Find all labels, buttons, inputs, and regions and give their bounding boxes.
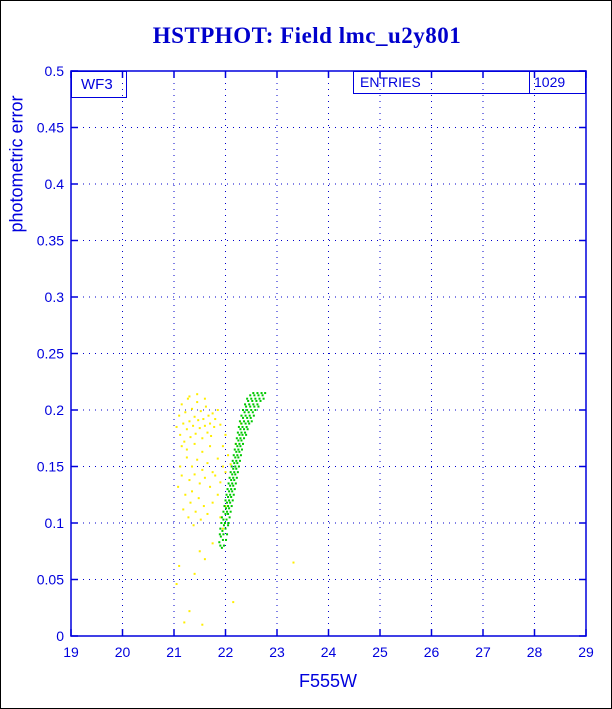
svg-text:0.25: 0.25 [37,346,64,362]
svg-text:27: 27 [475,644,491,660]
entries-label-box: ENTRIES [353,71,530,94]
svg-text:0.3: 0.3 [45,289,65,305]
chip-label-box: WF3 [71,71,127,98]
svg-text:21: 21 [166,644,182,660]
svg-text:23: 23 [269,644,285,660]
svg-text:20: 20 [115,644,131,660]
svg-text:26: 26 [424,644,440,660]
points-green-points [218,392,267,549]
svg-text:25: 25 [372,644,388,660]
svg-text:24: 24 [321,644,337,660]
svg-text:0.1: 0.1 [45,515,65,531]
entries-value: 1029 [534,74,566,90]
plot-frame [70,70,587,637]
grid-lines [71,71,586,636]
svg-text:0.05: 0.05 [37,572,64,588]
entries-value-box: 1029 [529,71,586,94]
svg-text:0.2: 0.2 [45,402,65,418]
chip-label: WF3 [81,76,113,93]
svg-text:0: 0 [56,628,64,644]
y-axis-label: photometric error [6,95,27,233]
page-title: HSTPHOT: Field lmc_u2y801 [152,23,462,48]
axis-ticks [70,70,587,637]
svg-text:28: 28 [527,644,543,660]
svg-text:22: 22 [218,644,234,660]
svg-text:19: 19 [63,644,79,660]
points-yellow-points [175,393,295,626]
entries-label: ENTRIES [360,74,421,90]
svg-text:29: 29 [578,644,594,660]
y-axis-tick-labels: 0 0.05 0.1 0.15 0.2 0.25 0.3 0.35 0.4 0.45 0.5 [37,63,64,644]
x-axis-tick-labels: 19 20 21 22 23 24 25 26 27 28 29 [63,644,594,660]
svg-text:0.45: 0.45 [37,120,64,136]
svg-text:0.4: 0.4 [45,176,65,192]
x-axis-label: F555W [298,671,358,691]
svg-text:0.15: 0.15 [37,459,64,475]
svg-text:0.5: 0.5 [45,63,65,79]
svg-text:0.35: 0.35 [37,233,64,249]
